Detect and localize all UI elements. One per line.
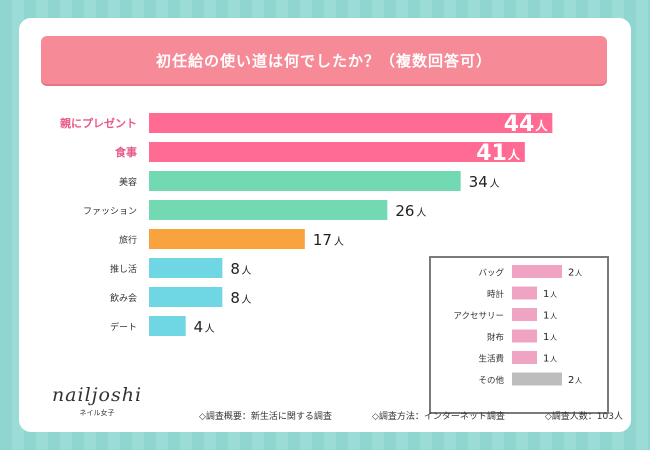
- unit-label: 人: [490, 178, 500, 190]
- category-label: 食事: [115, 145, 137, 159]
- other-unit-label: 人: [575, 377, 582, 385]
- value-label: 26: [395, 202, 414, 220]
- category-label: 旅行: [119, 234, 137, 246]
- value-label: 17: [313, 231, 332, 249]
- other-category-label: 時計: [487, 289, 505, 300]
- survey-outline: ◇調査概要：新生活に関する調査: [199, 412, 332, 422]
- bar: [149, 171, 461, 191]
- other-unit-label: 人: [550, 291, 557, 299]
- category-label: 推し活: [110, 263, 137, 275]
- value-label: 8: [230, 260, 240, 278]
- unit-label: 人: [508, 147, 521, 162]
- other-value-label: 1: [543, 289, 549, 300]
- chart-card: 初任給の使い道は何でしたか？（複数回答可） 親にプレゼント 44 人食事 41 人美容 3…: [19, 18, 631, 432]
- brand-logo: nailjoshi ネイル女子: [47, 384, 147, 418]
- category-label: 飲み会: [110, 292, 137, 304]
- other-bar: [512, 286, 537, 300]
- value-label: 34: [469, 173, 488, 191]
- other-unit-label: 人: [550, 356, 557, 364]
- other-bar: [512, 329, 537, 343]
- unit-label: 人: [416, 207, 426, 219]
- other-bar: [512, 265, 562, 278]
- unit-label: 人: [535, 118, 548, 133]
- other-bar: [512, 351, 537, 364]
- unit-label: 人: [241, 265, 251, 277]
- unit-label: 人: [241, 294, 251, 306]
- survey-footer: ◇調査概要：新生活に関する調査 ◇調査方法：インターネット調査 ◇調査人数：10…: [199, 409, 623, 422]
- bar: [149, 316, 186, 336]
- other-unit-label: 人: [550, 313, 557, 321]
- other-value-label: 2: [568, 268, 574, 279]
- other-value-label: 2: [568, 375, 574, 386]
- value-label: 4: [194, 318, 204, 336]
- survey-count: ◇調査人数：103人: [544, 412, 623, 422]
- logo-subtext: ネイル女子: [79, 409, 115, 417]
- bar: [149, 200, 388, 220]
- bar: [149, 113, 553, 133]
- category-label: デート: [110, 321, 137, 333]
- other-category-label: 財布: [487, 332, 504, 343]
- chart-title: 初任給の使い道は何でしたか？（複数回答可）: [41, 36, 607, 84]
- other-value-label: 1: [543, 354, 549, 365]
- bar: [149, 287, 223, 307]
- category-label: 美容: [119, 176, 137, 188]
- other-category-label: その他: [478, 375, 504, 386]
- category-label: ファッション: [83, 207, 137, 217]
- bar: [149, 258, 223, 278]
- logo-text: nailjoshi: [51, 384, 143, 406]
- value-label: 44: [504, 112, 535, 137]
- category-label: 親にプレゼント: [60, 116, 137, 130]
- other-unit-label: 人: [550, 334, 557, 342]
- value-label: 8: [230, 289, 240, 307]
- bar: [149, 142, 525, 162]
- other-category-label: アクセサリー: [453, 312, 504, 322]
- other-unit-label: 人: [575, 270, 582, 278]
- unit-label: 人: [334, 236, 344, 248]
- unit-label: 人: [205, 323, 215, 335]
- other-category-label: 生活費: [478, 354, 504, 365]
- other-value-label: 1: [543, 332, 549, 343]
- survey-method: ◇調査方法：インターネット調査: [371, 412, 505, 422]
- other-value-label: 1: [543, 311, 549, 322]
- other-category-label: バッグ: [478, 268, 504, 279]
- other-bar: [512, 372, 562, 386]
- other-bar: [512, 308, 537, 321]
- bar: [149, 229, 305, 249]
- value-label: 41: [476, 141, 507, 166]
